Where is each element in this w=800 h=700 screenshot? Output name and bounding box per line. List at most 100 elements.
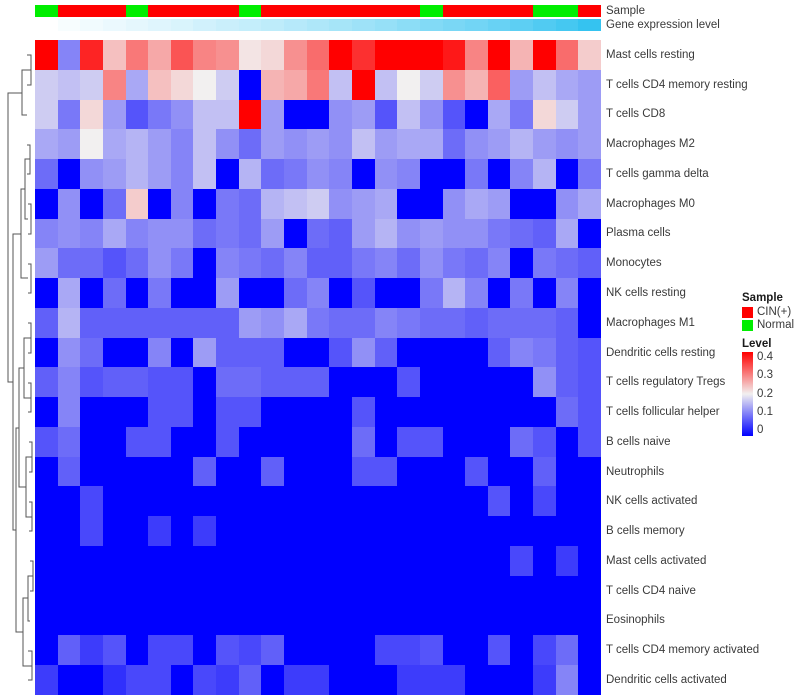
heatmap-cell [102,456,126,487]
heatmap-cell [374,516,398,547]
heatmap-cell [555,337,579,368]
gene-expression-annotation-cell [419,19,443,31]
heatmap-cell [555,605,579,636]
heatmap-cell [261,426,285,457]
heatmap-cell [465,99,488,130]
gene-expression-annotation-cell [125,19,149,31]
heatmap-cell [216,248,239,279]
heatmap-cell [306,397,330,427]
heatmap-cell [216,69,239,100]
heatmap-cell [487,397,511,427]
heatmap-cell [487,546,511,576]
heatmap-cell [193,575,217,606]
heatmap-cell [35,486,58,517]
heatmap-cell [284,248,307,279]
heatmap-row-labels: Mast cells resting T cells CD4 memory res… [606,40,800,695]
heatmap-cell [374,575,398,606]
heatmap-row-label: Plasma cells [606,227,671,240]
heatmap-cell [419,248,443,279]
heatmap-cell [555,456,579,487]
heatmap-cell [442,218,466,249]
heatmap-cell [216,456,239,487]
gene-expression-annotation-cell [487,19,511,31]
heatmap-cell [148,575,171,606]
heatmap-cell [216,665,239,695]
heatmap-cell [442,397,466,427]
heatmap-cell [148,486,171,517]
heatmap-cell [261,456,285,487]
heatmap-cell [35,129,58,160]
heatmap-cell [125,426,149,457]
heatmap-cell [261,337,285,368]
heatmap-cell [261,605,285,636]
heatmap-cell [284,337,307,368]
heatmap-row-label: T cells CD4 naive [606,584,696,597]
heatmap-cell [351,69,375,100]
heatmap-row-label: T cells CD8 [606,108,666,121]
gene-expression-annotation-cell [374,19,398,31]
heatmap-cell [533,248,556,279]
heatmap-cell [102,516,126,547]
heatmap-cell [170,486,194,517]
heatmap-cell [397,575,420,606]
heatmap-cell [261,397,285,427]
heatmap-cell [465,456,488,487]
heatmap-cell [216,486,239,517]
heatmap-cell [555,188,579,219]
heatmap-cell [261,248,285,279]
heatmap-cell [261,367,285,398]
sample-annotation-cell [238,5,262,17]
heatmap-cell [284,397,307,427]
heatmap-cell [284,486,307,517]
sample-annotation-cell [306,5,330,17]
heatmap-cell [57,159,81,189]
heatmap-cell [57,69,81,100]
heatmap-cell [374,605,398,636]
heatmap-row [35,159,602,189]
heatmap-row [35,248,602,279]
heatmap-cell [216,575,239,606]
heatmap-cell [148,516,171,547]
heatmap-cell [465,397,488,427]
heatmap-cell [102,40,126,70]
heatmap-cell [510,665,534,695]
heatmap-cell [193,605,217,636]
heatmap-cell [487,278,511,308]
heatmap-cell [465,278,488,308]
heatmap-cell [170,218,194,249]
heatmap-row-label: Monocytes [606,257,662,270]
heatmap-cell [170,426,194,457]
sample-annotation-cell [374,5,398,17]
heatmap-cell [465,635,488,666]
heatmap-cell [57,426,81,457]
heatmap-cell [374,456,398,487]
heatmap-cell [419,278,443,308]
heatmap-row-label: Dendritic cells resting [606,346,716,359]
heatmap-cell [238,516,262,547]
heatmap-cell [35,575,58,606]
heatmap-cell [35,397,58,427]
heatmap-cell [442,486,466,517]
heatmap-cell [35,605,58,636]
heatmap-cell [238,337,262,368]
heatmap-cell [125,337,149,368]
heatmap-cell [193,307,217,338]
heatmap-cell [465,605,488,636]
sample-annotation-label: Sample [606,5,645,17]
heatmap-cell [35,516,58,547]
heatmap-cell [374,397,398,427]
heatmap-cell [329,159,352,189]
heatmap-cell [487,605,511,636]
heatmap-cell [351,99,375,130]
heatmap-cell [216,605,239,636]
heatmap-cell [102,159,126,189]
heatmap-cell [533,99,556,130]
heatmap-cell [510,129,534,160]
heatmap-cell [374,337,398,368]
legend-level-block: Level 0.4 0.3 0.2 0.1 0 [742,338,800,436]
heatmap-cell [442,575,466,606]
heatmap-cell [487,337,511,368]
heatmap-cell [170,278,194,308]
heatmap-cell [374,278,398,308]
heatmap-cell [487,635,511,666]
